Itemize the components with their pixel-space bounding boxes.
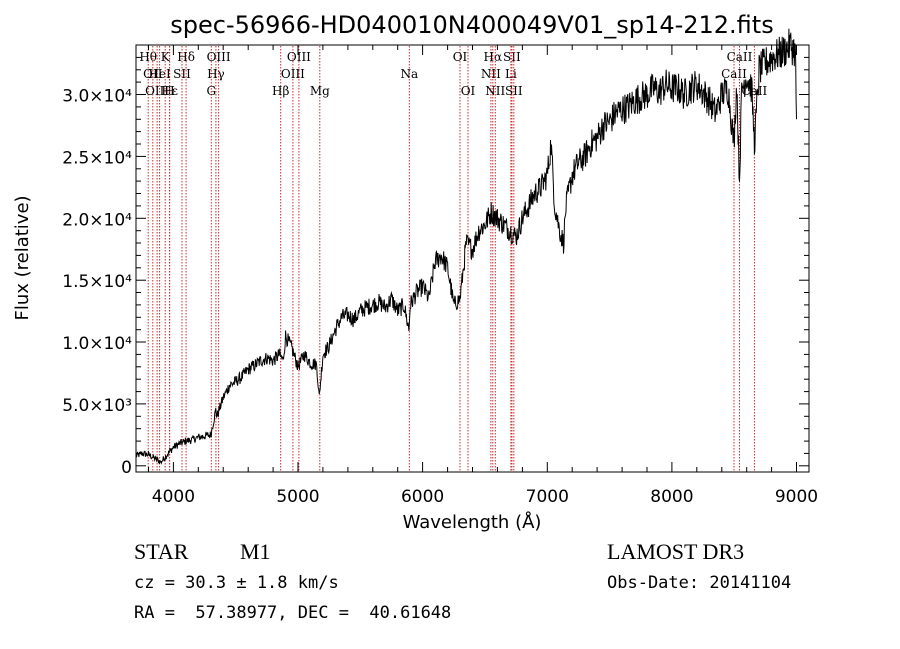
line-marker-label: Hθ <box>139 50 157 64</box>
line-marker-label: HeI <box>148 67 171 81</box>
line-marker-label: NII <box>481 67 501 81</box>
line-marker-label: OII <box>143 67 163 81</box>
x-tick-label: 9000 <box>775 487 818 507</box>
line-marker-label: Hβ <box>272 84 289 98</box>
line-marker-label: Hγ <box>207 67 225 81</box>
line-marker-label: Na <box>400 67 418 81</box>
y-axis-label: Flux (relative) <box>12 195 33 320</box>
redshift-velocity: cz = 30.3 ± 1.8 km/s <box>134 573 339 593</box>
line-marker-label: OIII <box>145 84 169 98</box>
x-axis-ticks: 4000 5000 6000 7000 8000 9000 <box>148 45 818 507</box>
line-marker-label: SII <box>503 50 521 64</box>
emission-line-markers: HθOIIOIIIHeIKHεHSIIHδGHγOIIIHβOIIIOIIIMg… <box>139 46 768 472</box>
y-tick-label: 2.0×10⁴ <box>62 210 132 230</box>
line-marker-label: OI <box>453 50 468 64</box>
x-tick-label: 4000 <box>152 487 195 507</box>
line-marker-label: CaII <box>721 67 747 81</box>
y-tick-label: 0 <box>121 458 132 478</box>
line-marker-label: OI <box>461 84 476 98</box>
y-tick-label: 2.5×10⁴ <box>62 148 132 168</box>
y-tick-label: 1.5×10⁴ <box>62 272 132 292</box>
coordinates: RA = 57.38977, DEC = 40.61648 <box>134 603 452 623</box>
line-marker-label: G <box>207 84 217 98</box>
survey-name: LAMOST DR3 <box>607 539 745 564</box>
line-marker-label: K <box>161 50 171 64</box>
observation-date: Obs-Date: 20141104 <box>607 573 792 593</box>
line-marker-label: OIII <box>207 50 231 64</box>
line-marker-label: H <box>164 84 174 98</box>
object-subclass: M1 <box>240 539 271 564</box>
line-marker-label: Hα <box>484 50 503 64</box>
flux-series-line <box>135 28 797 465</box>
line-marker-label: OIII <box>287 50 311 64</box>
object-type: STAR <box>134 539 189 564</box>
line-marker-label: SII <box>505 84 523 98</box>
x-axis-label: Wavelength (Å) <box>403 511 542 533</box>
x-tick-label: 7000 <box>526 487 569 507</box>
y-tick-label: 5.0×10³ <box>62 396 132 416</box>
line-marker-label: Mg <box>310 84 330 98</box>
line-marker-label: CaII <box>727 50 753 64</box>
x-tick-label: 5000 <box>276 487 319 507</box>
x-tick-label: 6000 <box>401 487 444 507</box>
x-tick-label: 8000 <box>650 487 693 507</box>
y-axis-ticks: 0 5.0×10³ 1.0×10⁴ 1.5×10⁴ 2.0×10⁴ 2.5×10⁴ 3.0×… <box>62 56 809 478</box>
line-marker-label: Hδ <box>177 50 195 64</box>
plot-frame <box>135 44 810 473</box>
line-marker-label: NII <box>485 84 505 98</box>
line-marker-label: SII <box>173 67 191 81</box>
line-marker-label: CaII <box>741 84 767 98</box>
y-tick-label: 3.0×10⁴ <box>62 87 132 107</box>
y-tick-label: 1.0×10⁴ <box>62 334 132 354</box>
chart-title: spec-56966-HD040010N400049V01_sp14-212.f… <box>170 11 773 39</box>
line-marker-label: OIII <box>281 67 305 81</box>
line-marker-label: Li <box>505 67 517 81</box>
